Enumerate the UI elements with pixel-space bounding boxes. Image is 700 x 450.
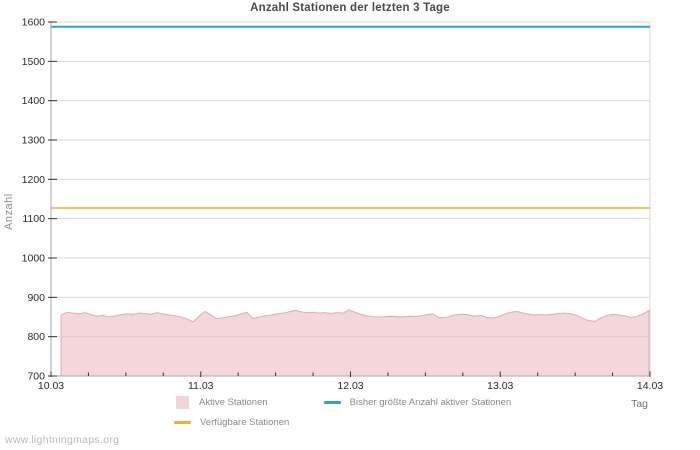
chart-title: Anzahl Stationen der letzten 3 Tage bbox=[250, 2, 450, 14]
y-tick-label: 1100 bbox=[22, 213, 45, 225]
x-axis-label: Tag bbox=[631, 398, 648, 410]
x-tick-label: 10.03 bbox=[38, 380, 64, 392]
legend-label-active: Aktive Stationen bbox=[199, 397, 268, 408]
legend-row-2: Verfügbare Stationen bbox=[174, 417, 289, 428]
y-tick-label: 1400 bbox=[22, 95, 46, 107]
y-tick-label: 900 bbox=[27, 292, 45, 304]
legend-label-max: Bisher größte Anzahl aktiver Stationen bbox=[349, 397, 512, 408]
active-stations-edge bbox=[60, 309, 650, 376]
legend-row-1: Aktive Stationen Bisher größte Anzahl ak… bbox=[176, 396, 511, 409]
line-swatch-icon bbox=[323, 401, 341, 404]
legend-label-available: Verfügbare Stationen bbox=[200, 417, 290, 428]
x-tick-label: 12.03 bbox=[337, 380, 363, 392]
legend-item-available: Verfügbare Stationen bbox=[174, 417, 289, 428]
line-swatch-icon bbox=[174, 421, 191, 424]
y-tick-label: 1200 bbox=[22, 174, 46, 186]
y-tick-label: 1600 bbox=[22, 17, 46, 29]
legend-item-active: Aktive Stationen bbox=[176, 396, 268, 409]
watermark-text: www.lightningmaps.org bbox=[5, 434, 120, 446]
y-tick-label: 1300 bbox=[22, 135, 46, 147]
legend-item-max: Bisher größte Anzahl aktiver Stationen bbox=[323, 397, 512, 408]
x-tick-label: 14.03 bbox=[637, 380, 663, 392]
area-swatch-icon bbox=[176, 396, 189, 409]
y-tick-label: 1500 bbox=[22, 56, 46, 68]
y-tick-label: 800 bbox=[27, 331, 45, 343]
x-tick-label: 11.03 bbox=[188, 380, 214, 392]
plot-area: 700 800 900 1000 1100 1200 1300 1400 1500 1600 10.… bbox=[22, 17, 664, 393]
x-tick-label: 13.03 bbox=[487, 380, 513, 392]
y-tick-label: 700 bbox=[27, 371, 45, 383]
y-tick-label: 1000 bbox=[22, 253, 46, 265]
active-stations-area bbox=[61, 309, 649, 376]
